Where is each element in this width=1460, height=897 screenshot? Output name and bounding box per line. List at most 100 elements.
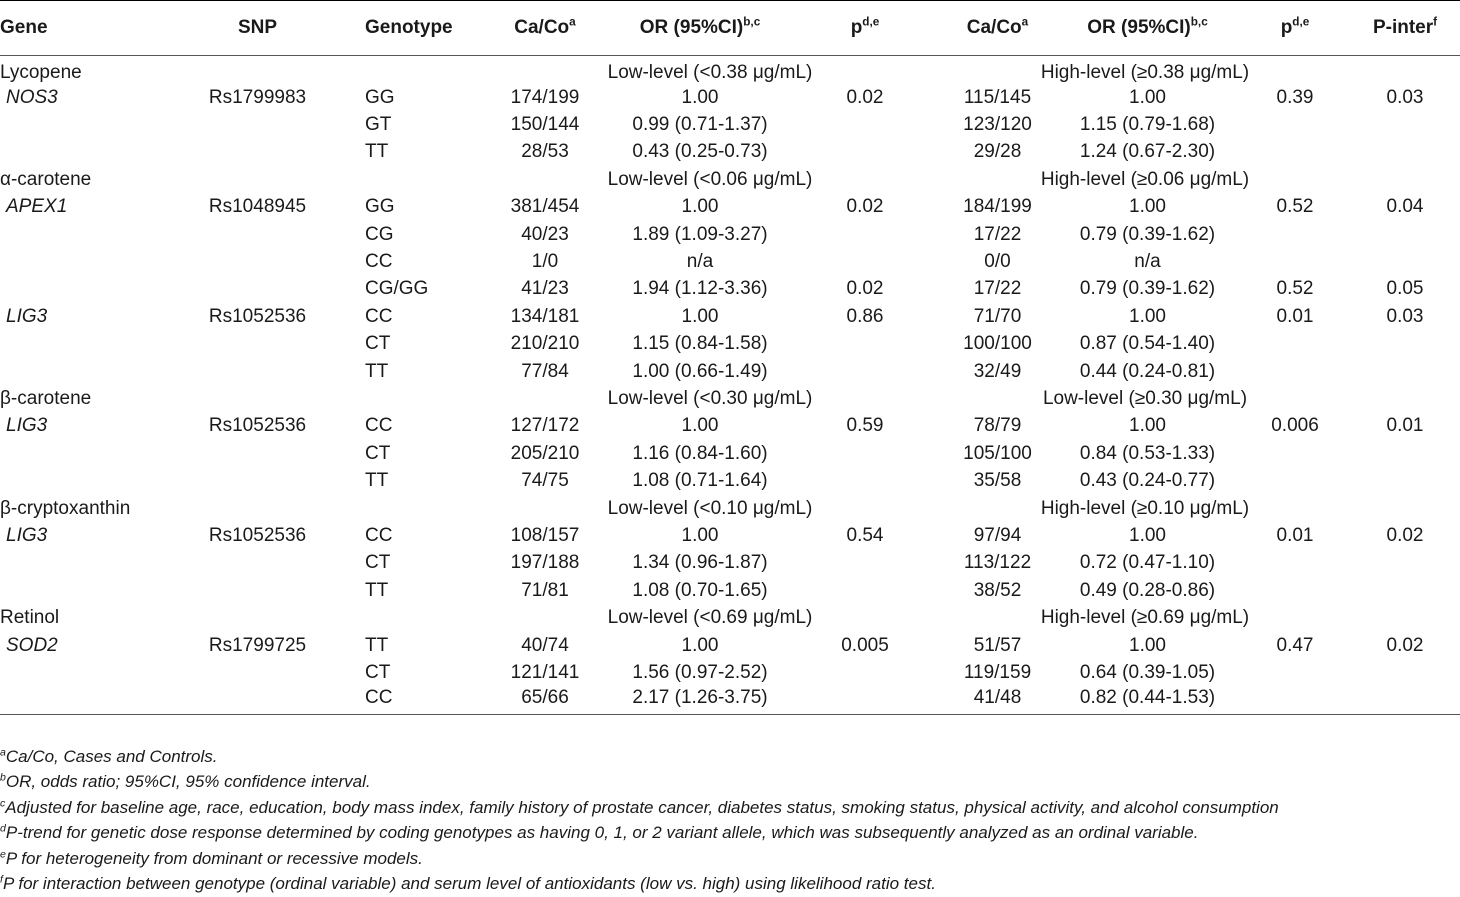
or-low-cell: 1.89 (1.09-3.27) [632,223,768,245]
header-p-inter: P-interf [1350,0,1460,56]
table-row: LIG3 Rs1052536 CC 134/181 1.00 0.86 71/70 1.00 0… [0,303,1460,330]
gene-cell [0,111,150,138]
p-low-cell [790,577,940,604]
header-snp: SNP [150,0,365,56]
empty-cell [1350,166,1460,193]
header-row: Gene SNP Genotype Ca/Coa OR (95%CI)b,c p… [0,0,1460,56]
group-name: Lycopene [0,62,82,83]
footnote-text: Ca/Co, Cases and Controls. [5,747,218,766]
caco-low-cell: 1/0 [531,251,559,273]
genotype-cell: TT [365,634,389,656]
snp-cell [150,440,365,467]
footnote-text: P for heterogeneity from dominant or rec… [5,848,423,868]
caco-low-cell: 121/141 [510,661,580,683]
p-low-cell: 0.02 [846,196,884,218]
or-low-cell: 2.17 (1.26-3.75) [610,686,790,715]
high-level-label: Low-level (≥0.30 μg/mL) [1042,387,1248,409]
p-high-cell [1240,686,1350,715]
gene-cell [0,550,150,577]
caco-low-cell: 210/210 [510,333,580,355]
snp-cell [150,550,365,577]
caco-high-cell: 38/52 [973,579,1022,601]
gene-cell [0,248,150,275]
or-high-cell: 1.15 (0.79-1.68) [1079,114,1216,136]
group-name: Retinol [0,607,60,629]
footnote: eP for heterogeneity from dominant or re… [0,846,1279,871]
or-high-cell: 1.00 [1129,634,1166,656]
caco-high-cell: 115/145 [963,86,1032,108]
caco-low-cell: 108/157 [510,524,580,546]
snp-cell: Rs1052536 [208,415,307,437]
caco-high-cell: 119/159 [963,661,1032,683]
high-level-label: High-level (≥0.06 μg/mL) [1040,168,1250,190]
p-inter-cell [1350,221,1460,248]
caco-high-cell: 35/58 [973,470,1022,492]
table-row: TT 74/75 1.08 (0.71-1.64) 35/58 0.43 (0.24-0… [0,467,1460,494]
or-low-cell: 1.56 (0.97-2.52) [632,661,768,683]
gene-cell: LIG3 [6,305,48,327]
p-high-cell [1240,111,1350,138]
caco-high-cell: 113/122 [963,552,1032,574]
caco-low-cell: 40/23 [521,223,569,245]
caco-low-cell: 205/210 [510,442,580,464]
p-high-cell [1240,550,1350,577]
or-high-cell: 0.72 (0.47-1.10) [1079,552,1216,574]
or-high-cell: 0.79 (0.39-1.62) [1079,278,1216,300]
gene-cell: NOS3 [6,86,58,108]
footnote-text: OR, odds ratio; 95%CI, 95% confidence in… [5,772,371,792]
table-row: LIG3 Rs1052536 CC 127/172 1.00 0.59 78/79 1.00 0… [0,413,1460,440]
table-row: CT 197/188 1.34 (0.96-1.87) 113/122 0.72 (0.… [0,550,1460,577]
or-low-cell: n/a [686,251,714,273]
p-low-cell: 0.54 [846,524,884,546]
header-or-high: OR (95%CI)b,c [1055,0,1240,56]
gene-cell [0,221,150,248]
gene-cell [0,686,150,715]
or-low-cell: 1.00 [681,634,719,656]
caco-low-cell: 71/81 [521,579,569,601]
caco-high-cell: 17/22 [973,223,1022,245]
or-high-cell: 0.84 (0.53-1.33) [1079,442,1216,464]
p-high-cell [1240,440,1350,467]
p-inter-cell: 0.04 [1386,196,1424,218]
high-level-label: High-level (≥0.69 μg/mL) [1040,607,1250,629]
caco-low-cell: 65/66 [480,686,610,715]
p-inter-cell: 0.01 [1386,415,1424,437]
footnote-mark: d [0,822,6,835]
or-low-cell: 1.00 [681,524,719,546]
header-caco-low: Ca/Coa [480,0,610,56]
table-row: TT 77/84 1.00 (0.66-1.49) 32/49 0.44 (0.24-0… [0,358,1460,385]
genotype-cell: CC [365,305,393,327]
gene-cell: LIG3 [6,415,48,437]
p-low-cell [790,331,940,358]
footnote-mark: e [0,847,6,860]
caco-high-cell: 97/94 [973,524,1022,546]
snp-cell [150,577,365,604]
table-row: CT 205/210 1.16 (0.84-1.60) 105/100 0.84 (0.… [0,440,1460,467]
header-p-high: pd,e [1240,0,1350,56]
p-low-cell: 0.59 [846,415,884,437]
caco-high-cell: 105/100 [963,442,1032,464]
caco-low-cell: 74/75 [521,470,569,492]
genotype-cell: CT [365,442,391,464]
high-level-label: High-level (≥0.10 μg/mL) [1040,497,1250,519]
p-high-cell [1240,467,1350,494]
or-high-cell: 1.00 [1129,524,1166,546]
low-level-label: Low-level (<0.30 μg/mL) [607,387,813,409]
p-low-cell: 0.02 [846,278,884,300]
p-low-cell [790,467,940,494]
genotype-cell: CC [365,415,393,437]
group-row: Retinol Low-level (<0.69 μg/mL) High-level… [0,604,1460,631]
table-row: CC 65/66 2.17 (1.26-3.75) 41/48 0.82 (0.44-1… [0,686,1460,715]
low-level-label: Low-level (<0.38 μg/mL) [607,62,813,83]
p-low-cell [790,440,940,467]
low-level-label: Low-level (<0.10 μg/mL) [607,497,813,519]
low-level-label: Low-level (<0.06 μg/mL) [607,168,813,190]
or-high-cell: 0.79 (0.39-1.62) [1079,223,1216,245]
or-high-cell: 0.49 (0.28-0.86) [1079,579,1216,601]
gene-cell: APEX1 [6,196,68,218]
genotype-cell: TT [365,360,389,382]
p-inter-cell [1350,550,1460,577]
footnotes: aCa/Co, Cases and Controls. bOR, odds rat… [0,744,1279,896]
table-row: CG/GG 41/23 1.94 (1.12-3.36) 0.02 17/22 0.79 … [0,276,1460,303]
p-low-cell [790,550,940,577]
